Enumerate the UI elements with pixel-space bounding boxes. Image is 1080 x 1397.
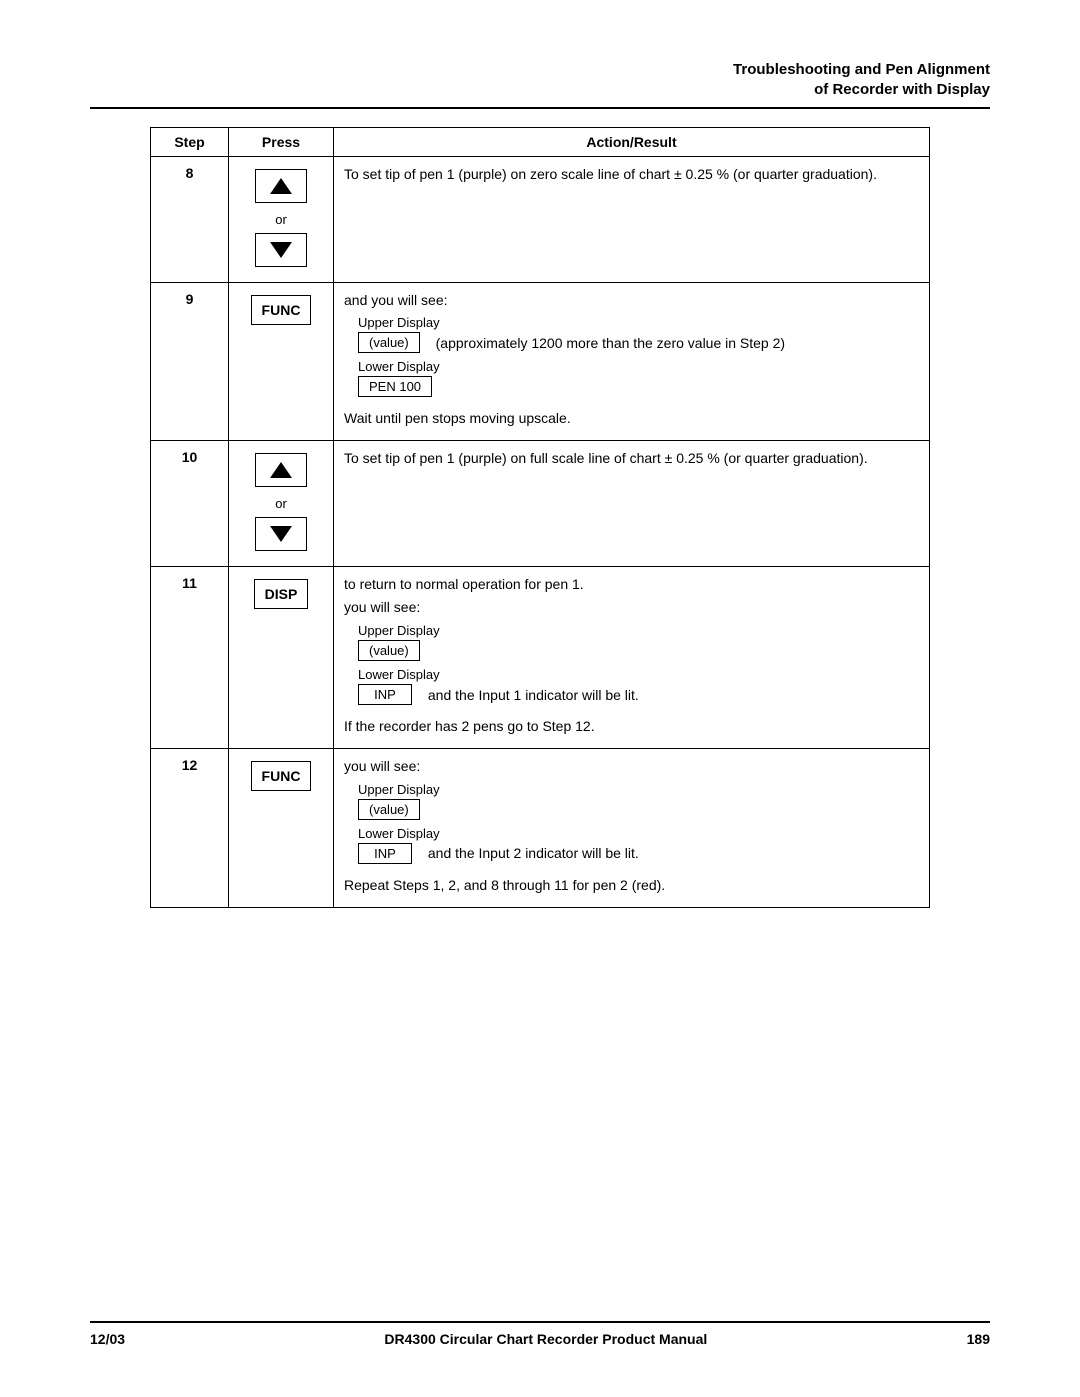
col-press: Press [229,127,334,156]
or-label: or [239,496,323,511]
table-row: 10 or To set tip of pen 1 (purple) on fu… [151,441,930,567]
lead-text-2: you will see: [344,598,919,617]
action-text: To set tip of pen 1 (purple) on full sca… [344,449,919,468]
lower-display-note: and the Input 2 indicator will be lit. [428,845,639,861]
press-cell: DISP [229,567,334,749]
down-arrow-icon [268,524,294,544]
table-row: 9 FUNC and you will see: Upper Display (… [151,282,930,441]
upper-display-label: Upper Display [358,315,919,330]
or-label: or [239,212,323,227]
action-cell: To set tip of pen 1 (purple) on full sca… [334,441,930,567]
up-arrow-button[interactable] [255,453,307,487]
table-header-row: Step Press Action/Result [151,127,930,156]
step-number: 11 [151,567,229,749]
tail-text: Repeat Steps 1, 2, and 8 through 11 for … [344,876,919,895]
footer-page: 189 [967,1331,990,1347]
upper-display-row: (value) [344,640,919,661]
procedure-table: Step Press Action/Result 8 or [150,127,930,908]
func-button[interactable]: FUNC [251,761,312,791]
press-cell: FUNC [229,282,334,441]
lead-text: and you will see: [344,291,919,310]
upper-display-row: (value) [344,799,919,820]
col-action: Action/Result [334,127,930,156]
tail-text: Wait until pen stops moving upscale. [344,409,919,428]
lower-display-row: INP and the Input 2 indicator will be li… [344,843,919,864]
down-arrow-button[interactable] [255,517,307,551]
lead-text-1: to return to normal operation for pen 1. [344,575,919,594]
step-number: 9 [151,282,229,441]
upper-display-label: Upper Display [358,782,919,797]
lower-display-box: INP [358,843,412,864]
lower-display-box: INP [358,684,412,705]
step-number: 10 [151,441,229,567]
lead-text: you will see: [344,757,919,776]
page: Troubleshooting and Pen Alignment of Rec… [0,0,1080,1397]
up-arrow-icon [268,460,294,480]
upper-display-box: (value) [358,799,420,820]
upper-display-box: (value) [358,332,420,353]
upper-display-label: Upper Display [358,623,919,638]
action-text: To set tip of pen 1 (purple) on zero sca… [344,165,919,184]
lower-display-note: and the Input 1 indicator will be lit. [428,687,639,703]
action-cell: and you will see: Upper Display (value) … [334,282,930,441]
footer-date: 12/03 [90,1331,125,1347]
lower-display-row: PEN 100 [344,376,919,397]
disp-button[interactable]: DISP [254,579,309,609]
col-step: Step [151,127,229,156]
down-arrow-button[interactable] [255,233,307,267]
down-arrow-icon [268,240,294,260]
lower-display-label: Lower Display [358,826,919,841]
lower-display-row: INP and the Input 1 indicator will be li… [344,684,919,705]
action-cell: you will see: Upper Display (value) Lowe… [334,748,930,907]
up-arrow-icon [268,176,294,196]
lower-display-label: Lower Display [358,359,919,374]
lower-display-box: PEN 100 [358,376,432,397]
func-button[interactable]: FUNC [251,295,312,325]
upper-display-row: (value) (approximately 1200 more than th… [344,332,919,353]
table-row: 12 FUNC you will see: Upper Display (val… [151,748,930,907]
tail-text: If the recorder has 2 pens go to Step 12… [344,717,919,736]
upper-display-box: (value) [358,640,420,661]
footer-title: DR4300 Circular Chart Recorder Product M… [90,1331,990,1347]
action-cell: to return to normal operation for pen 1.… [334,567,930,749]
page-header: Troubleshooting and Pen Alignment of Rec… [90,60,990,109]
up-arrow-button[interactable] [255,169,307,203]
action-cell: To set tip of pen 1 (purple) on zero sca… [334,156,930,282]
upper-display-note: (approximately 1200 more than the zero v… [436,335,785,351]
lower-display-label: Lower Display [358,667,919,682]
page-footer: 12/03 189 DR4300 Circular Chart Recorder… [90,1321,990,1347]
step-number: 12 [151,748,229,907]
table-row: 8 or To set tip of pen 1 (purple) on zer… [151,156,930,282]
table-row: 11 DISP to return to normal operation fo… [151,567,930,749]
press-cell: or [229,156,334,282]
press-cell: FUNC [229,748,334,907]
step-number: 8 [151,156,229,282]
press-cell: or [229,441,334,567]
header-line1: Troubleshooting and Pen Alignment [733,61,990,78]
header-line2: of Recorder with Display [814,81,990,98]
